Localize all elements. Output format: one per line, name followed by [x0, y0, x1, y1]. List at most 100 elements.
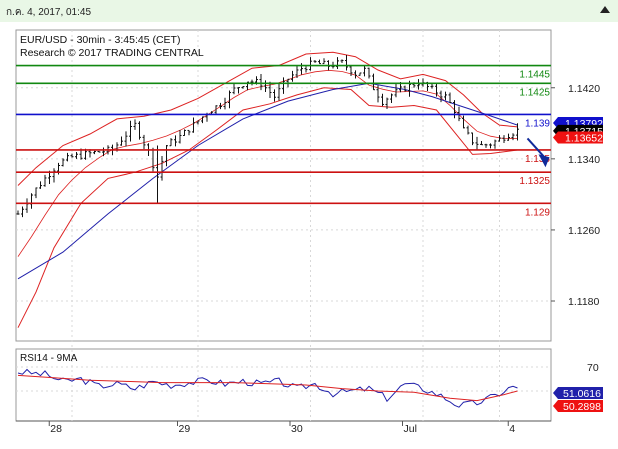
price-bar: [417, 79, 420, 90]
price-bar: [336, 57, 339, 70]
price-bar: [21, 206, 24, 218]
rsi-tick-label: 70: [587, 362, 599, 374]
price-bar: [93, 150, 96, 155]
price-bar: [165, 144, 168, 167]
price-bar: [507, 133, 510, 141]
price-bar: [273, 89, 276, 102]
price-tag-label: 1.13652: [565, 132, 603, 144]
price-bar: [232, 84, 236, 95]
rsi-lines: [17, 368, 518, 408]
price-bar: [363, 65, 366, 77]
price-bar: [219, 102, 222, 110]
price-bar: [489, 143, 492, 149]
price-bar: [444, 91, 447, 101]
level-label: 1.1445: [519, 70, 550, 81]
price-bar: [75, 152, 78, 159]
y-tick-label: 1.1420: [568, 83, 600, 95]
price-bar: [471, 132, 474, 146]
price-bar: [516, 123, 519, 141]
price-bar: [313, 60, 317, 63]
collapse-arrow-icon[interactable]: [600, 6, 610, 13]
rsi-grid: [16, 366, 551, 392]
level-label: 1.139: [525, 118, 550, 129]
rsi-value-tag: 51.0616: [553, 387, 603, 400]
y-tick-label: 1.1340: [568, 154, 600, 166]
price-bar: [124, 131, 128, 147]
price-bar: [358, 72, 362, 76]
y-tick-label: 1.1180: [568, 296, 599, 308]
price-bar: [39, 181, 42, 189]
x-tick-label: 30: [291, 423, 303, 435]
price-bar: [241, 86, 245, 89]
rsi-value-tag-box: [553, 387, 603, 399]
chart-canvas: 1.1445 1.1425 1.139 1.135 1.1325 1.129 1.1420…: [15, 29, 603, 435]
price-bar: [52, 168, 56, 183]
level-label: 1.135: [525, 154, 550, 165]
price-bar: [97, 150, 101, 153]
price-bar: [34, 187, 38, 199]
price-bar: [264, 80, 267, 92]
price-bar: [16, 210, 20, 215]
chart-title: EUR/USD - 30min - 3:45:45 (CET): [20, 34, 180, 46]
date-label: ก.ค. 4, 2017, 01:45: [6, 7, 92, 18]
forecast-arrow: [526, 137, 550, 168]
price-bar: [511, 133, 515, 141]
price-bar: [466, 125, 470, 135]
rsi-ma-line: [17, 374, 518, 402]
rsi-line: [17, 368, 518, 408]
price-bar: [349, 66, 353, 76]
level-label: 1.1425: [519, 87, 550, 98]
bollinger-bands: [17, 51, 518, 328]
x-tick-label: Jul: [404, 423, 417, 435]
x-axis: 28 29 30 Jul 4: [48, 421, 515, 435]
price-bar: [129, 120, 132, 142]
price-bar: [381, 93, 384, 107]
level-label: 1.129: [525, 207, 550, 218]
price-bar: [268, 81, 272, 99]
price-bar: [322, 58, 326, 65]
price-bar: [453, 100, 456, 119]
price-bar: [291, 70, 294, 82]
price-bar: [435, 82, 438, 97]
price-bar: [250, 79, 254, 86]
price-bar: [340, 59, 344, 64]
rsi-value-tag: 50.2898: [553, 400, 603, 413]
price-tag: 1.13652: [553, 131, 603, 144]
price-bar: [318, 59, 321, 65]
price-bar: [120, 136, 123, 146]
rsi-value-tag-label: 51.0616: [563, 388, 601, 400]
price-tag-box: [553, 131, 603, 144]
main-panel-frame: [15, 29, 552, 342]
price-bar: [345, 54, 348, 71]
price-bar: [439, 90, 443, 103]
price-bar: [192, 117, 195, 133]
price-bar: [304, 66, 308, 73]
price-bar: [228, 90, 231, 109]
price-bar: [70, 153, 74, 158]
price-bar: [385, 97, 389, 109]
price-bar: [498, 135, 501, 142]
y-axis: 1.1420 1.1340 1.1260 1.1180: [551, 83, 600, 308]
price-bar: [390, 93, 393, 103]
bollinger-upper-line: [17, 51, 518, 186]
price-bar: [133, 119, 137, 130]
rsi-value-tag-label: 50.2898: [563, 401, 601, 413]
price-bar: [259, 73, 263, 91]
top-bar: ก.ค. 4, 2017, 01:45: [0, 0, 618, 22]
price-bar: [183, 129, 186, 136]
bollinger-lower-line: [17, 87, 518, 328]
price-bar: [295, 65, 299, 79]
levels: 1.1445 1.1425 1.139 1.135 1.1325 1.129: [16, 64, 551, 218]
y-tick-label: 1.1260: [568, 225, 600, 237]
price-bar: [223, 97, 227, 110]
price-bar: [484, 143, 488, 148]
price-bar: [309, 57, 312, 71]
price-bar: [174, 135, 177, 147]
price-bar: [376, 85, 380, 103]
price-bar: [102, 147, 105, 157]
price-bar: [372, 73, 375, 91]
price-bar: [502, 135, 506, 144]
price-bar: [160, 155, 164, 181]
